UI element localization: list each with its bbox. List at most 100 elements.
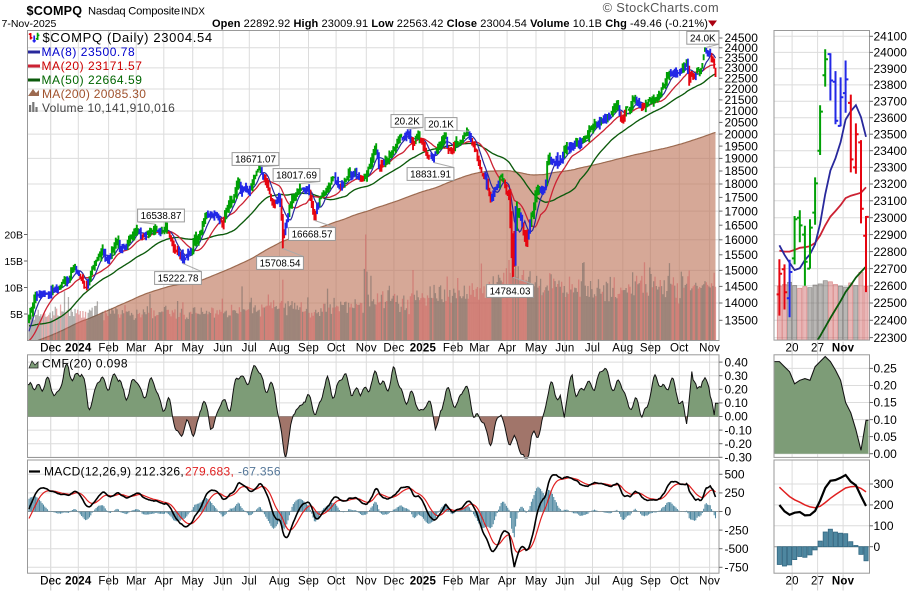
svg-text:Dec: Dec	[40, 575, 61, 587]
svg-text:-750: -750	[725, 561, 749, 575]
svg-text:23000: 23000	[725, 61, 759, 75]
svg-text:23000: 23000	[874, 211, 908, 225]
svg-text:22400: 22400	[874, 314, 908, 328]
svg-text:Nov: Nov	[356, 342, 377, 354]
svg-text:23200: 23200	[874, 177, 908, 191]
svg-text:22700: 22700	[874, 262, 908, 276]
svg-text:0.10: 0.10	[725, 396, 749, 410]
svg-text:Sep: Sep	[298, 342, 319, 354]
svg-text:15708.54: 15708.54	[260, 259, 301, 270]
svg-text:27: 27	[811, 342, 824, 354]
svg-text:24000: 24000	[725, 41, 759, 55]
svg-text:23900: 23900	[874, 62, 908, 76]
svg-text:$COMPQ (Daily) 23004.54: $COMPQ (Daily) 23004.54	[43, 30, 213, 45]
svg-text:16538.87: 16538.87	[141, 211, 182, 222]
svg-text:100: 100	[874, 519, 894, 533]
svg-text:CMF(20) 0.098: CMF(20) 0.098	[42, 357, 128, 371]
svg-text:0: 0	[725, 505, 732, 519]
svg-text:-67.356: -67.356	[238, 465, 281, 479]
svg-text:MA(50) 22664.59: MA(50) 22664.59	[42, 73, 143, 87]
svg-text:2025: 2025	[410, 575, 437, 587]
svg-text:2025: 2025	[410, 342, 437, 354]
svg-text:Feb: Feb	[98, 342, 118, 354]
svg-text:279.683,: 279.683,	[185, 465, 234, 479]
svg-text:19000: 19000	[725, 152, 759, 166]
svg-text:Jul: Jul	[585, 575, 600, 587]
svg-text:5B: 5B	[10, 309, 23, 321]
svg-text:23700: 23700	[874, 95, 908, 109]
svg-text:-0.20: -0.20	[725, 437, 753, 451]
svg-text:27: 27	[811, 575, 824, 587]
svg-text:Apr: Apr	[155, 342, 174, 354]
svg-text:22000: 22000	[725, 82, 759, 96]
svg-text:Nasdaq Composite: Nasdaq Composite	[88, 6, 180, 18]
svg-text:Jun: Jun	[213, 342, 232, 354]
svg-text:Dec: Dec	[40, 575, 61, 587]
svg-text:23600: 23600	[874, 111, 908, 125]
svg-text:Open 22892.92 High 23009.91 Lo: Open 22892.92 High 23009.91 Low 22563.42…	[212, 18, 708, 30]
svg-text:14500: 14500	[725, 280, 759, 294]
svg-text:0.25: 0.25	[874, 362, 898, 376]
svg-text:Feb: Feb	[443, 575, 463, 587]
svg-text:20.2K: 20.2K	[394, 117, 420, 128]
svg-text:17500: 17500	[725, 191, 759, 205]
svg-text:Jun: Jun	[555, 342, 574, 354]
svg-text:May: May	[525, 342, 547, 354]
svg-text:24000: 24000	[874, 46, 908, 60]
svg-text:300: 300	[874, 477, 894, 491]
svg-text:23500: 23500	[725, 51, 759, 65]
svg-text:Nov: Nov	[832, 342, 855, 354]
svg-text:13500: 13500	[725, 314, 759, 328]
svg-text:0.20: 0.20	[874, 379, 898, 393]
svg-text:14784.03: 14784.03	[490, 287, 531, 298]
svg-text:Nov: Nov	[832, 575, 855, 587]
svg-text:Sep: Sep	[298, 575, 319, 587]
svg-text:Oct: Oct	[670, 342, 689, 354]
svg-text:0.10: 0.10	[874, 413, 898, 427]
svg-text:Apr: Apr	[155, 575, 174, 587]
svg-text:18000: 18000	[725, 177, 759, 191]
svg-text:16668.57: 16668.57	[292, 230, 333, 241]
svg-text:Jul: Jul	[242, 342, 257, 354]
svg-text:18831.91: 18831.91	[410, 170, 451, 181]
svg-text:500: 500	[725, 468, 745, 482]
svg-text:20000: 20000	[725, 127, 759, 141]
svg-text:Volume 10,141,910,016: Volume 10,141,910,016	[42, 101, 175, 115]
svg-text:24100: 24100	[874, 30, 908, 44]
svg-text:0.15: 0.15	[874, 396, 898, 410]
svg-text:Jul: Jul	[242, 575, 257, 587]
svg-text:Jun: Jun	[555, 575, 574, 587]
svg-text:© StockCharts.com: © StockCharts.com	[603, 0, 719, 15]
svg-text:17000: 17000	[725, 204, 759, 218]
svg-text:14000: 14000	[725, 296, 759, 310]
svg-text:0.00: 0.00	[725, 410, 749, 424]
svg-text:20500: 20500	[725, 116, 759, 130]
svg-text:23500: 23500	[874, 127, 908, 141]
svg-text:15000: 15000	[725, 264, 759, 278]
svg-text:0.40: 0.40	[725, 355, 749, 369]
svg-text:22500: 22500	[874, 296, 908, 310]
svg-text:Dec: Dec	[383, 575, 404, 587]
svg-text:15222.78: 15222.78	[158, 274, 199, 285]
svg-text:23300: 23300	[874, 161, 908, 175]
svg-text:Aug: Aug	[269, 342, 290, 354]
svg-text:Sep: Sep	[640, 575, 661, 587]
svg-text:7-Nov-2025: 7-Nov-2025	[2, 18, 57, 30]
svg-text:20: 20	[785, 575, 798, 587]
svg-text:Nov: Nov	[356, 575, 377, 587]
svg-text:Nov: Nov	[699, 575, 720, 587]
svg-text:0.00: 0.00	[874, 447, 898, 461]
svg-text:Mar: Mar	[126, 342, 146, 354]
svg-text:23800: 23800	[874, 78, 908, 92]
svg-text:0.20: 0.20	[725, 383, 749, 397]
svg-text:15500: 15500	[725, 248, 759, 262]
svg-text:Mar: Mar	[469, 342, 489, 354]
svg-text:Dec: Dec	[40, 342, 61, 354]
svg-text:Mar: Mar	[469, 575, 489, 587]
svg-text:16000: 16000	[725, 233, 759, 247]
svg-text:20.1K: 20.1K	[428, 120, 454, 131]
svg-text:-250: -250	[725, 523, 749, 537]
svg-text:2024: 2024	[65, 342, 92, 354]
svg-text:Oct: Oct	[327, 575, 346, 587]
svg-text:Aug: Aug	[612, 575, 633, 587]
